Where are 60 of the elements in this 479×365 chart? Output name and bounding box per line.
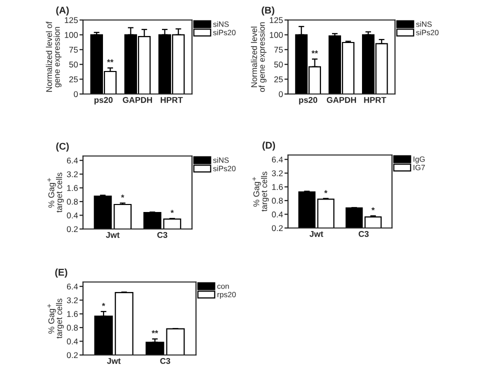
y-tick-label: 125 <box>64 17 78 24</box>
y-tick-label: 100 <box>270 32 283 38</box>
y-tick-label: 25 <box>274 76 283 82</box>
x-tick-label: Jwt <box>106 232 120 238</box>
y-tick-label: 125 <box>270 17 283 24</box>
y-tick-label: 0 <box>278 91 283 98</box>
y-axis-title: Normalized level of gene expression <box>250 22 266 92</box>
annotation: * <box>170 210 174 214</box>
y-tick-label: 6.4 <box>66 158 78 164</box>
annotation: ** <box>107 59 114 62</box>
y-tick-label: 3.2 <box>272 170 283 176</box>
y-axis-title: % Gag$^{+}$ target cells <box>252 172 269 212</box>
x-tick-label: HPRT <box>160 97 183 103</box>
x-tick-label: ps20 <box>299 97 318 105</box>
annotation: * <box>102 302 106 306</box>
annotation: * <box>121 194 124 198</box>
y-tick-label: 0.2 <box>66 352 78 358</box>
y-tick-label: 0.4 <box>66 212 78 218</box>
chart-title: (D) <box>262 142 276 151</box>
chart-title: (E) <box>55 268 68 278</box>
y-axis-title: Normalized level of gene expression <box>46 22 62 92</box>
y-tick-label: 0.2 <box>66 226 78 232</box>
y-tick-label: 0.8 <box>66 198 78 205</box>
chart-title: (B) <box>262 6 274 16</box>
y-tick-label: 1.6 <box>67 311 78 317</box>
y-tick-label: 0.4 <box>272 211 283 218</box>
annotation: * <box>371 207 375 210</box>
chart-title: (A) <box>56 6 69 16</box>
y-tick-label: 25 <box>69 76 78 82</box>
y-tick-label: 6.4 <box>272 156 283 163</box>
y-tick-label: 0 <box>74 91 78 98</box>
y-tick-label: 3.2 <box>66 171 78 178</box>
y-axis-title: % Gag$^{+}$ target cells <box>47 172 64 213</box>
y-tick-label: 75 <box>69 46 78 53</box>
x-tick-label: C3 <box>358 231 369 237</box>
y-tick-label: 6.4 <box>66 284 78 290</box>
x-tick-label: GAPDH <box>122 97 152 103</box>
y-tick-label: 100 <box>64 32 78 38</box>
x-tick-label: C3 <box>157 232 168 238</box>
x-tick-label: GAPDH <box>326 97 356 103</box>
annotation: * <box>324 190 328 194</box>
y-tick-label: 50 <box>274 62 283 68</box>
y-tick-label: 75 <box>274 46 283 53</box>
y-tick-label: 0.2 <box>272 225 283 232</box>
y-tick-label: 0.4 <box>66 338 78 344</box>
y-tick-label: 0.8 <box>66 324 78 331</box>
y-tick-label: 1.6 <box>272 184 283 190</box>
y-tick-label: 0.8 <box>272 198 283 204</box>
x-tick-label: Jwt <box>310 231 324 237</box>
annotation: ** <box>152 330 158 334</box>
x-tick-label: HPRT <box>364 97 386 103</box>
y-axis-title: % Gag$^{+}$ target cells <box>47 298 64 339</box>
y-tick-label: 50 <box>69 62 78 68</box>
x-tick-label: ps20 <box>94 97 113 105</box>
x-tick-label: C3 <box>160 358 170 364</box>
y-tick-label: 3.2 <box>66 297 78 304</box>
annotation: ** <box>312 50 318 54</box>
x-tick-label: Jwt <box>107 358 121 364</box>
chart-title: (C) <box>56 142 69 152</box>
y-tick-label: 1.6 <box>67 185 78 191</box>
